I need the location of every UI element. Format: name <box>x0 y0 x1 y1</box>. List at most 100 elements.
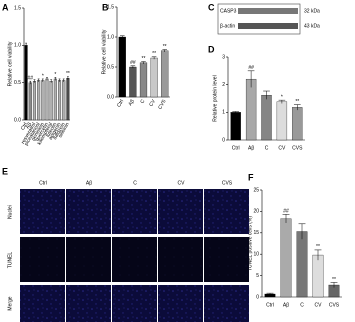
panel-label: D <box>208 44 215 54</box>
significance: ** <box>152 51 156 57</box>
micrograph <box>112 285 157 322</box>
bar <box>49 81 53 121</box>
micrograph <box>158 237 203 282</box>
micrograph <box>204 189 249 234</box>
row-label: TUNEL <box>7 252 13 269</box>
panel-label: C <box>208 2 215 12</box>
y-tick-label: 25 <box>253 187 259 193</box>
x-tick-label: C <box>265 145 269 151</box>
y-axis-title: TUNEL positive cells (%) <box>247 216 253 271</box>
y-tick-label: 0 <box>256 294 259 300</box>
x-tick-label: CVS <box>157 98 168 110</box>
column-label: Ctrl <box>39 180 47 186</box>
y-tick-label: 1.0 <box>107 34 114 40</box>
significance: * <box>281 94 283 100</box>
x-tick-label: Aβ <box>283 302 289 308</box>
band-name: CASP3 <box>220 8 237 14</box>
micrograph <box>20 285 65 322</box>
bar <box>296 231 308 298</box>
bar <box>62 80 66 121</box>
significance: * <box>42 73 44 79</box>
y-tick-label: 1.5 <box>107 4 114 10</box>
bar <box>66 78 70 121</box>
significance: ** <box>66 71 70 77</box>
micrograph <box>158 285 203 322</box>
bar <box>150 57 158 98</box>
micrograph <box>66 285 111 322</box>
row-label: Nuclei <box>7 205 13 219</box>
blot-band <box>238 23 298 29</box>
x-tick-label: Ctrl <box>20 122 29 132</box>
bar <box>139 62 148 98</box>
bar <box>312 254 324 298</box>
y-tick-label: 5 <box>256 273 259 279</box>
micrograph <box>66 237 111 282</box>
micrograph <box>112 189 157 234</box>
x-tick-label: C <box>300 302 304 308</box>
bar <box>53 78 57 121</box>
x-tick-label: Ctrl <box>232 145 240 151</box>
y-tick-label: 15 <box>253 230 259 236</box>
x-tick-label: Aβ <box>248 145 254 151</box>
significance: ** <box>295 99 299 105</box>
significance: ## <box>27 76 33 82</box>
y-tick-label: 2 <box>222 82 225 88</box>
y-tick-label: 1.5 <box>14 5 21 11</box>
x-tick-label: CV <box>148 98 157 108</box>
micrograph <box>66 189 111 234</box>
significance: ** <box>316 244 320 250</box>
bar <box>230 112 241 141</box>
significance: ## <box>130 60 136 66</box>
y-tick-label: 0.5 <box>107 64 114 70</box>
micrograph <box>204 285 249 322</box>
significance: ** <box>163 44 167 50</box>
micrograph <box>112 237 157 282</box>
y-tick-label: 0.5 <box>14 80 21 86</box>
blot-band <box>238 8 298 14</box>
y-tick-label: 0 <box>222 137 225 143</box>
column-label: CVS <box>222 180 233 186</box>
x-tick-label: Ctrl <box>116 99 125 109</box>
y-tick-label: 1 <box>222 110 225 116</box>
x-tick-label: CVS <box>329 302 340 308</box>
y-tick-label: 0.0 <box>107 94 114 100</box>
micrograph <box>158 189 203 234</box>
bar <box>280 218 292 298</box>
bar <box>45 78 49 121</box>
y-axis-title: Relative cell viability <box>101 29 107 74</box>
x-tick-label: Aβ <box>127 99 135 107</box>
bar <box>118 36 126 98</box>
y-axis-title: Relative cell viability <box>7 41 13 86</box>
x-tick-label: CV <box>278 145 286 151</box>
bar <box>261 95 272 141</box>
bar <box>161 50 169 98</box>
bar <box>37 80 41 121</box>
bar <box>129 66 137 98</box>
panel-label: F <box>248 172 254 182</box>
column-label: CV <box>178 180 186 186</box>
x-tick-label: Aβ <box>25 122 33 130</box>
x-tick-label: C <box>139 98 146 104</box>
significance: ** <box>142 56 146 62</box>
bar <box>24 45 28 121</box>
band-size: 43 kDa <box>304 23 320 29</box>
column-label: Aβ <box>86 180 92 186</box>
panel-label: A <box>2 2 9 12</box>
y-axis-title: Relative protein level <box>212 75 218 121</box>
bar <box>245 78 257 141</box>
bar <box>32 81 36 121</box>
significance: ## <box>248 65 254 71</box>
y-tick-label: 3 <box>222 54 225 60</box>
panel-label: E <box>2 166 8 176</box>
bar <box>292 107 303 141</box>
bar <box>28 82 32 121</box>
micrograph <box>204 237 249 282</box>
x-tick-label: Ctrl <box>266 302 274 308</box>
band-name: β-actin <box>220 23 235 29</box>
bar <box>58 80 62 121</box>
y-tick-label: 0.0 <box>14 117 21 123</box>
significance: ** <box>332 277 336 283</box>
y-tick-label: 1.0 <box>14 43 21 49</box>
